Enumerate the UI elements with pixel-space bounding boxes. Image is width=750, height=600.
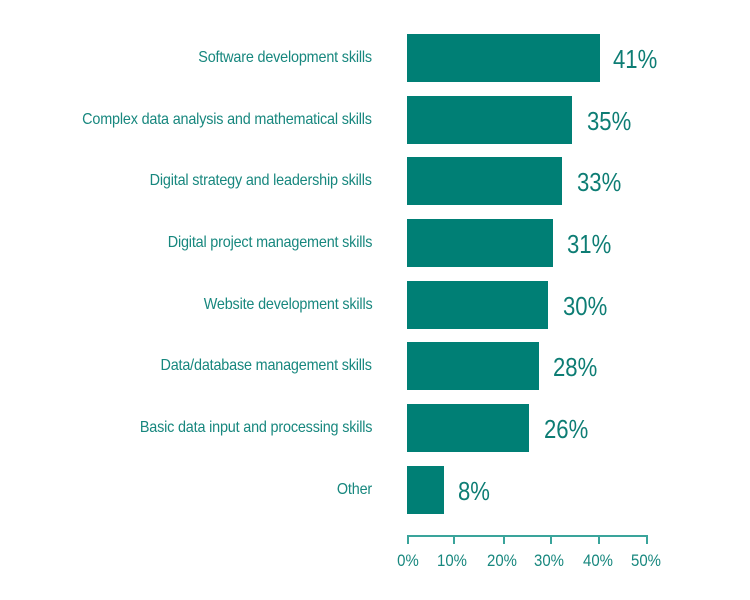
x-axis-tick [598, 535, 600, 544]
bar [407, 404, 529, 452]
value-label: 28% [553, 352, 598, 382]
value-label: 31% [567, 229, 612, 259]
bar [407, 219, 553, 267]
bar [407, 96, 572, 144]
bar-row-digital-strategy: Digital strategy and leadership skills 3… [0, 157, 750, 205]
x-axis-tick [407, 535, 409, 544]
category-label: Digital project management skills [167, 234, 372, 251]
value-label: 30% [563, 291, 608, 321]
category-label: Complex data analysis and mathematical s… [82, 111, 372, 128]
value-label: 26% [544, 414, 589, 444]
x-axis-line [407, 535, 648, 537]
x-axis-tick [453, 535, 455, 544]
bar-row-basic-data-input: Basic data input and processing skills 2… [0, 404, 750, 452]
bar-row-website-development: Website development skills 30% [0, 281, 750, 329]
value-label: 41% [613, 44, 658, 74]
x-axis-tick [503, 535, 505, 544]
category-label: Data/database management skills [160, 357, 373, 374]
bar [407, 281, 548, 329]
bar-row-digital-project-management: Digital project management skills 31% [0, 219, 750, 267]
x-tick-label: 50% [631, 551, 661, 570]
category-label: Software development skills [198, 49, 372, 66]
bar [407, 157, 562, 205]
bar [407, 342, 539, 390]
x-tick-label: 20% [487, 551, 517, 570]
value-label: 35% [587, 106, 632, 136]
bar [407, 34, 600, 82]
value-label: 33% [577, 167, 622, 197]
bar-row-complex-data-analysis: Complex data analysis and mathematical s… [0, 96, 750, 144]
bar-row-data-database-management: Data/database management skills 28% [0, 342, 750, 390]
x-tick-label: 10% [437, 551, 467, 570]
x-axis-tick [646, 535, 648, 544]
category-label: Website development skills [203, 296, 372, 313]
x-tick-label: 0% [397, 551, 419, 570]
bar-row-software-development: Software development skills 41% [0, 34, 750, 82]
x-tick-label: 40% [583, 551, 613, 570]
x-axis-tick [550, 535, 552, 544]
x-tick-label: 30% [534, 551, 564, 570]
bar [407, 466, 444, 514]
category-label: Basic data input and processing skills [139, 419, 373, 436]
category-label: Digital strategy and leadership skills [149, 172, 372, 189]
bar-row-other: Other 8% [0, 466, 750, 514]
value-label: 8% [458, 476, 490, 506]
category-label: Other [336, 481, 372, 498]
